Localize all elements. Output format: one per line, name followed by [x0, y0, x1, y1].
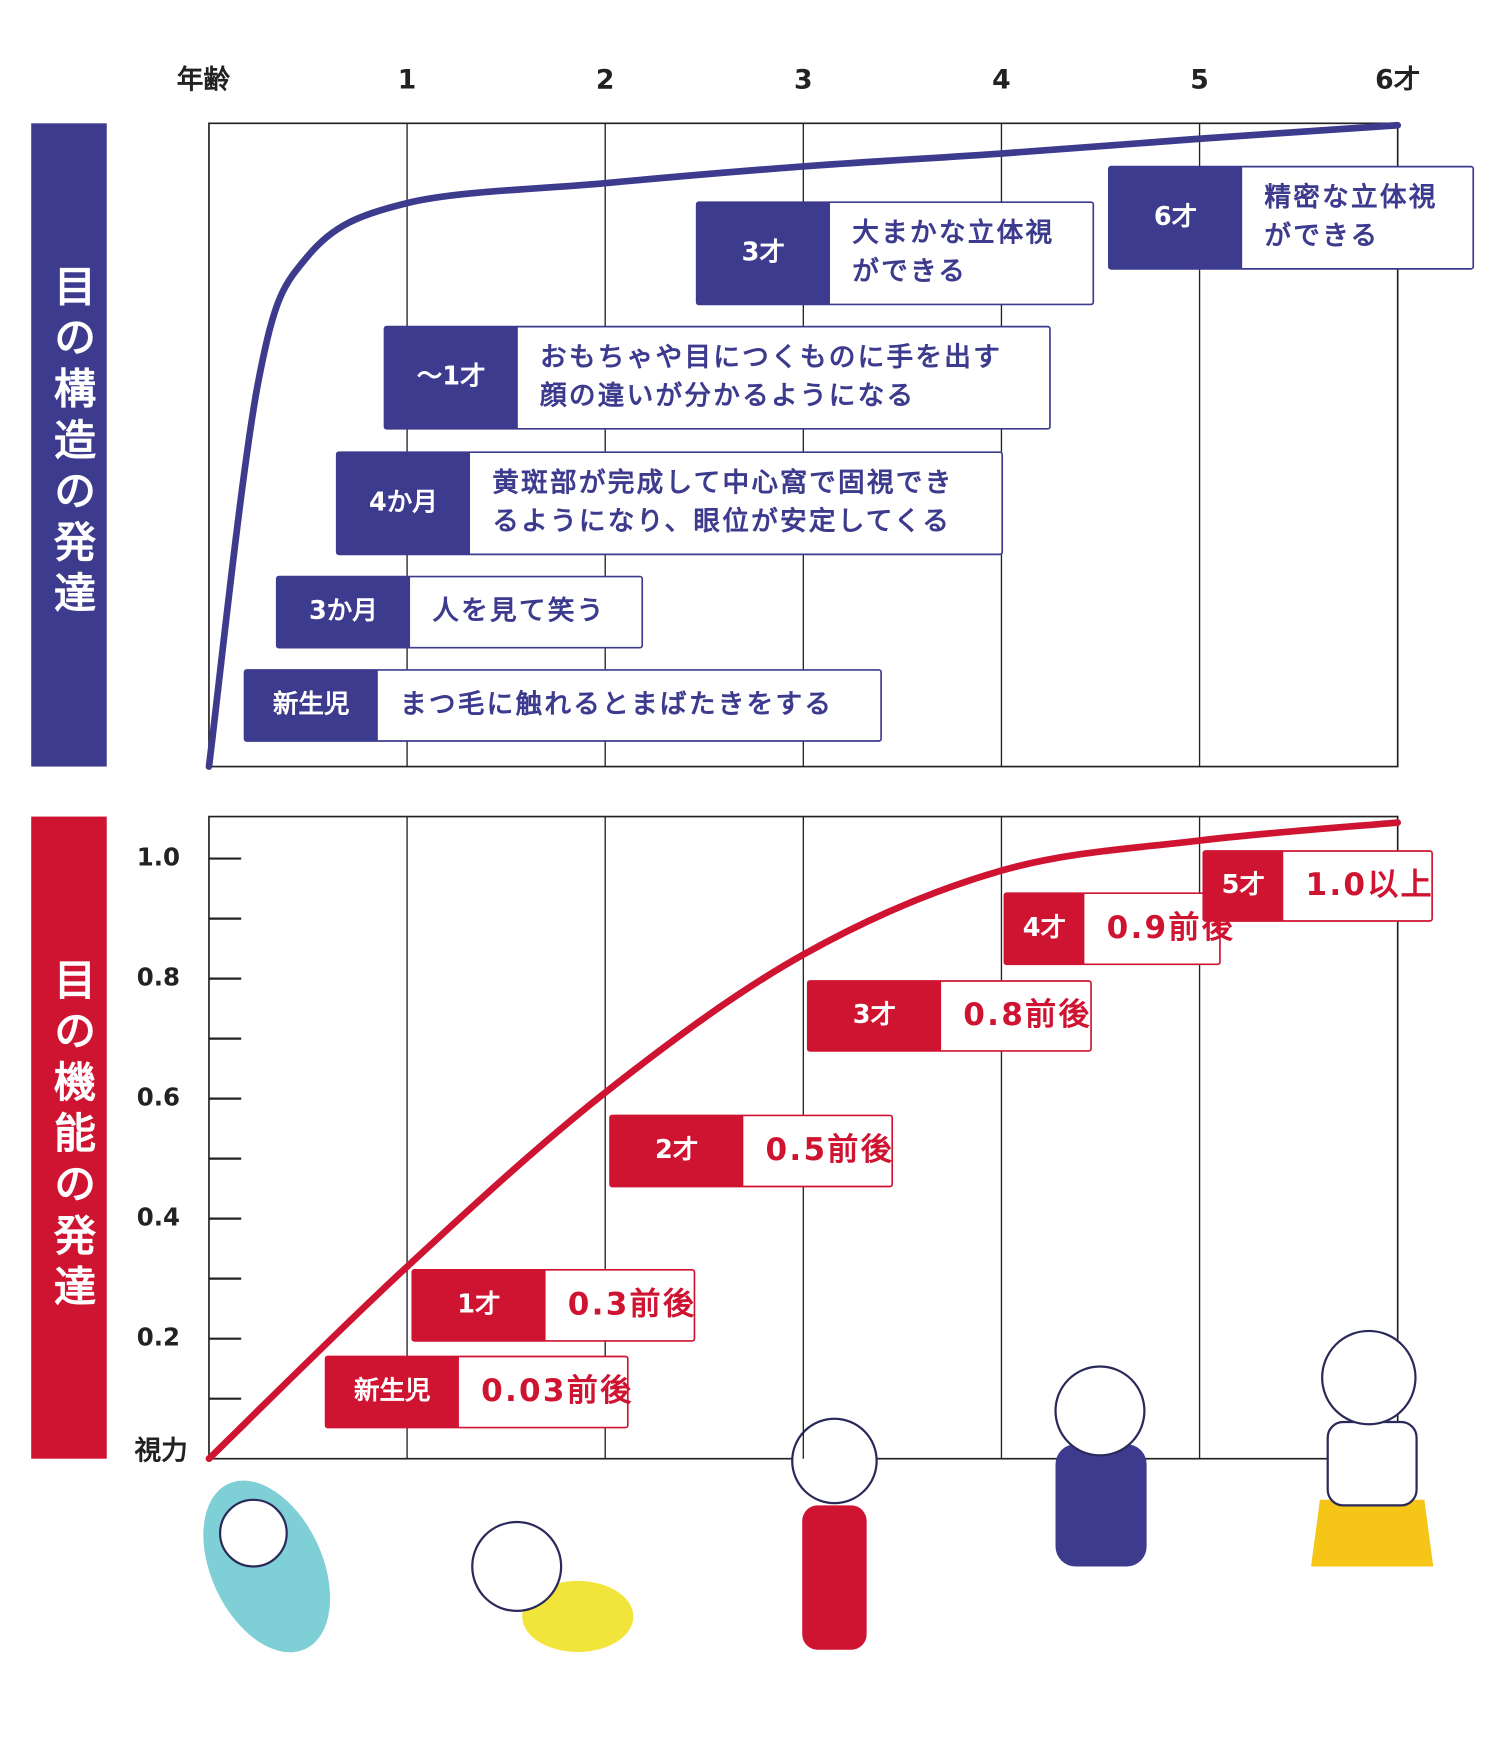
annotation-tag: [1203, 851, 1284, 921]
annotation-tag: [336, 452, 471, 555]
annotation-text: まつ毛に触れるとまばたきをする: [400, 689, 833, 720]
annotation-label: 3才: [742, 237, 785, 267]
annotation-text: ができる: [1264, 221, 1379, 252]
y-axis-label: 視力: [135, 1436, 188, 1467]
toddler-body: [802, 1505, 867, 1650]
y-tick-label: 0.2: [137, 1323, 180, 1352]
student-face: [1321, 1329, 1417, 1426]
x-tick-label: 3: [794, 65, 813, 96]
annotation-tag: [610, 1115, 744, 1187]
annotation-tag: [244, 669, 378, 742]
baby-illustration: [203, 1480, 331, 1653]
x-tick-label: 1: [398, 65, 417, 96]
annotation-text: るようになり、眼位が安定してくる: [492, 506, 951, 537]
curve: [205, 819, 1402, 1463]
annotation-label: 新生児: [354, 1376, 431, 1406]
annotation-label: 1才: [457, 1289, 500, 1319]
annotation-label: 6才: [1154, 202, 1197, 232]
annotation-tag: [276, 576, 411, 648]
annotation-text: 顔の違いが分かるようになる: [539, 381, 915, 412]
banner-title: 目の機能の発達: [47, 958, 96, 1316]
crawler-face: [471, 1520, 563, 1613]
banner-function: [31, 816, 107, 1459]
y-tick-label: 0.6: [137, 1083, 180, 1112]
annotation-tag: [1004, 893, 1085, 965]
annotation-label: 2才: [655, 1135, 698, 1165]
student-skirt: [1311, 1499, 1434, 1567]
annotation-tag: [412, 1269, 546, 1341]
annotation-text: 精密な立体視: [1264, 182, 1437, 213]
annotation-text: 0.3前後: [568, 1286, 696, 1322]
annotation-tag: [696, 202, 830, 305]
annotation-tag: [1108, 166, 1243, 269]
annotation-label: 4か月: [369, 487, 438, 517]
annotation-label: 3才: [853, 1000, 896, 1030]
toddler-face: [791, 1417, 878, 1505]
child-body: [1055, 1444, 1147, 1567]
annotation-text: 0.5前後: [766, 1132, 894, 1168]
x-tick-label: 4: [992, 65, 1011, 96]
banner-title: 目の構造の発達: [47, 264, 96, 622]
x-tick-label: 5: [1190, 65, 1209, 96]
illustrations: [203, 1329, 1434, 1653]
annotation-text: 1.0以上: [1305, 867, 1433, 903]
annotation-text: 大まかな立体視: [852, 217, 1054, 248]
x-tick-label: 6才: [1375, 65, 1420, 96]
annotation-text: 黄斑部が完成して中心窩で固視でき: [492, 467, 953, 498]
annotation-text: おもちゃや目につくものに手を出す: [540, 342, 1002, 373]
annotation-label: 4才: [1023, 913, 1066, 943]
crawler-body: [522, 1580, 634, 1653]
annotation-label: ～1才: [417, 362, 486, 392]
student-body: [1326, 1420, 1418, 1507]
annotation-text: 0.03前後: [481, 1373, 633, 1409]
annotation-text: ができる: [852, 256, 967, 287]
y-tick-label: 1.0: [137, 843, 180, 872]
annotation-tag: [325, 1356, 459, 1428]
baby-face: [218, 1498, 288, 1568]
x-axis-label: 年齢: [177, 65, 231, 96]
annotation-tag: [807, 980, 942, 1051]
annotation-label: 3か月: [309, 596, 378, 626]
annotation-tag: [384, 326, 518, 429]
annotation-label: 5才: [1222, 870, 1265, 900]
x-tick-label: 2: [596, 65, 615, 96]
annotation-text: 0.8前後: [963, 997, 1091, 1033]
annotation-text: 人を見て笑う: [432, 596, 605, 627]
child-face: [1054, 1365, 1146, 1457]
curve: [205, 121, 1402, 770]
y-tick-label: 0.4: [137, 1203, 180, 1232]
banner-structure: [31, 123, 107, 767]
y-tick-label: 0.8: [137, 963, 180, 992]
annotation-label: 新生児: [273, 689, 350, 719]
